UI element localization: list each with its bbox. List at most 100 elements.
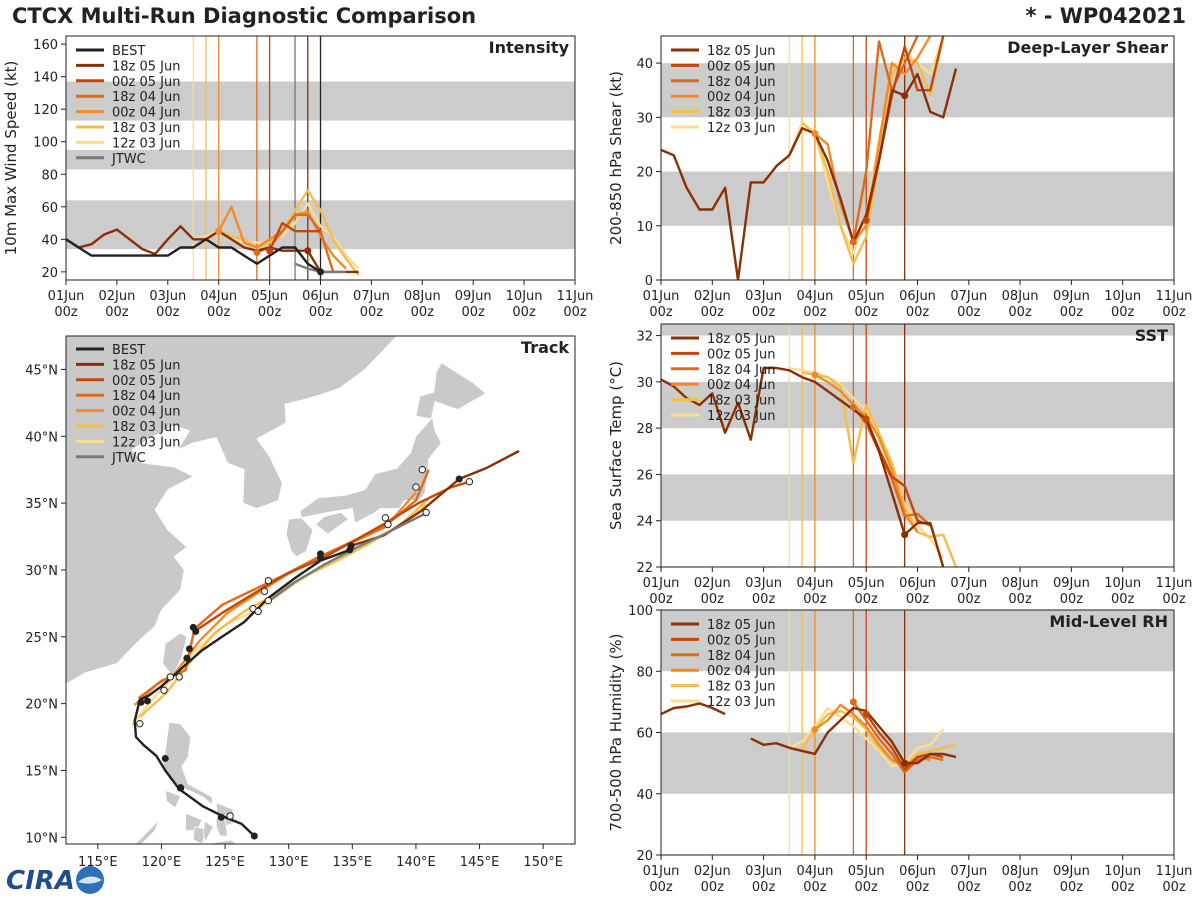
init-point-marker	[304, 247, 312, 255]
x-tick-label-hour: 00z	[462, 305, 486, 320]
x-tick-label-hour: 00z	[803, 880, 827, 895]
palawan-land	[134, 819, 160, 844]
x-tick-label-date: 07Jun	[950, 289, 987, 304]
y-tick-label: 60	[636, 727, 653, 742]
panel-intensity: 2040608010012014016001Jun00z02Jun00z03Ju…	[2, 35, 593, 320]
legend-label: 18z 05 Jun	[707, 332, 776, 347]
x-tick-label-date: 04Jun	[796, 289, 833, 304]
x-tick-label-hour: 00z	[1060, 880, 1084, 895]
init-point-marker	[811, 725, 819, 733]
x-tick-label: 145°E	[460, 855, 500, 870]
legend-label: 18z 04 Jun	[707, 363, 776, 378]
legend-label: 18z 03 Jun	[112, 420, 181, 435]
x-tick-label-date: 09Jun	[455, 289, 492, 304]
x-tick-label-date: 01Jun	[643, 289, 680, 304]
y-tick-label: 40	[636, 57, 653, 72]
x-tick-label-hour: 00z	[957, 880, 981, 895]
mindoro-land	[164, 789, 182, 809]
x-tick-label-hour: 00z	[512, 305, 536, 320]
x-tick-label-hour: 00z	[649, 592, 673, 607]
track-open-marker	[264, 596, 273, 605]
y-tick-label: 26	[636, 468, 653, 483]
series-line	[801, 36, 945, 265]
legend-label: 00z 05 Jun	[112, 75, 181, 90]
track-filled-marker	[217, 813, 225, 821]
init-point-marker	[901, 92, 909, 100]
x-tick-label-hour: 00z	[1008, 592, 1032, 607]
track-filled-marker	[137, 698, 145, 706]
x-tick-label-hour: 00z	[360, 305, 384, 320]
y-tick-label: 32	[636, 330, 653, 345]
init-point-marker	[266, 247, 274, 255]
legend-label: 00z 05 Jun	[707, 347, 776, 362]
x-tick-label-date: 05Jun	[251, 289, 288, 304]
x-tick-label-date: 10Jun	[1104, 864, 1141, 879]
y-tick-label: 30°N	[25, 564, 58, 579]
track-filled-marker	[185, 645, 193, 653]
x-tick-label-hour: 00z	[855, 305, 879, 320]
x-tick-label-date: 10Jun	[1104, 289, 1141, 304]
x-tick-label-date: 02Jun	[694, 289, 731, 304]
x-tick-label-date: 10Jun	[1104, 576, 1141, 591]
x-tick-label-hour: 00z	[701, 592, 725, 607]
x-tick-label-date: 08Jun	[1002, 864, 1039, 879]
y-tick-label: 22	[636, 561, 653, 576]
legend-label: 12z 03 Jun	[112, 435, 181, 450]
x-tick-label: 135°E	[333, 855, 373, 870]
x-tick-label-hour: 00z	[1060, 592, 1084, 607]
track-open-marker	[381, 514, 390, 522]
series-line	[801, 709, 957, 768]
x-tick-label-hour: 00z	[906, 305, 930, 320]
map-group	[66, 336, 575, 844]
logo-text: CIRA	[6, 866, 75, 896]
kyushu-land	[285, 517, 314, 558]
legend-label: 18z 05 Jun	[112, 59, 181, 74]
panel-title: Deep-Layer Shear	[1007, 38, 1168, 57]
series-line	[268, 221, 321, 252]
y-tick-label: 28	[636, 422, 653, 437]
panel-title: Intensity	[489, 38, 570, 57]
series-group	[661, 366, 958, 567]
y-tick-label: 60	[41, 201, 58, 216]
x-tick-label-date: 05Jun	[848, 864, 885, 879]
y-tick-label: 100	[628, 604, 653, 619]
y-tick-label: 25°N	[25, 631, 58, 646]
init-point-marker	[862, 216, 870, 224]
x-tick-label-hour: 00z	[258, 305, 282, 320]
series-group	[66, 189, 360, 276]
y-tick-label: 24	[636, 515, 653, 530]
x-tick-label: 150°E	[523, 855, 563, 870]
mindanao-land	[205, 839, 237, 844]
series-line	[66, 238, 322, 273]
legend-label: 00z 04 Jun	[112, 106, 181, 121]
init-point-marker	[849, 698, 857, 706]
x-tick-label-date: 11Jun	[1156, 864, 1193, 879]
x-tick-label-date: 04Jun	[796, 576, 833, 591]
y-tick-label: 80	[636, 665, 653, 680]
track-open-marker	[254, 607, 262, 616]
panel-shear: 01020304001Jun00z02Jun00z03Jun00z04Jun00…	[607, 35, 1192, 320]
legend-label: 00z 04 Jun	[707, 90, 776, 105]
y-tick-label: 20	[636, 166, 653, 181]
x-tick-label-date: 09Jun	[1053, 864, 1090, 879]
track-open-marker	[136, 719, 144, 728]
x-tick-label-date: 01Jun	[643, 576, 680, 591]
x-tick-label-date: 09Jun	[1053, 289, 1090, 304]
series-line	[661, 702, 726, 716]
legend-label: 12z 03 Jun	[707, 409, 776, 424]
panel-rh: 2040608010001Jun00z02Jun00z03Jun00z04Jun…	[607, 604, 1192, 895]
track-filled-marker	[455, 475, 463, 483]
x-tick-label: 130°E	[269, 855, 309, 870]
legend-label: 18z 03 Jun	[112, 121, 181, 136]
x-tick-label-date: 02Jun	[98, 289, 135, 304]
x-tick-label: 140°E	[396, 855, 436, 870]
x-tick-label-hour: 00z	[649, 305, 673, 320]
legend-label: 00z 05 Jun	[707, 59, 776, 74]
y-axis-label: Sea Surface Temp (°C)	[607, 361, 625, 530]
init-point-marker	[811, 371, 819, 379]
y-tick-label: 140	[33, 71, 58, 86]
track-open-marker	[412, 483, 420, 491]
track-filled-marker	[161, 754, 169, 762]
page-title: CTCX Multi-Run Diagnostic Comparison	[12, 4, 477, 28]
